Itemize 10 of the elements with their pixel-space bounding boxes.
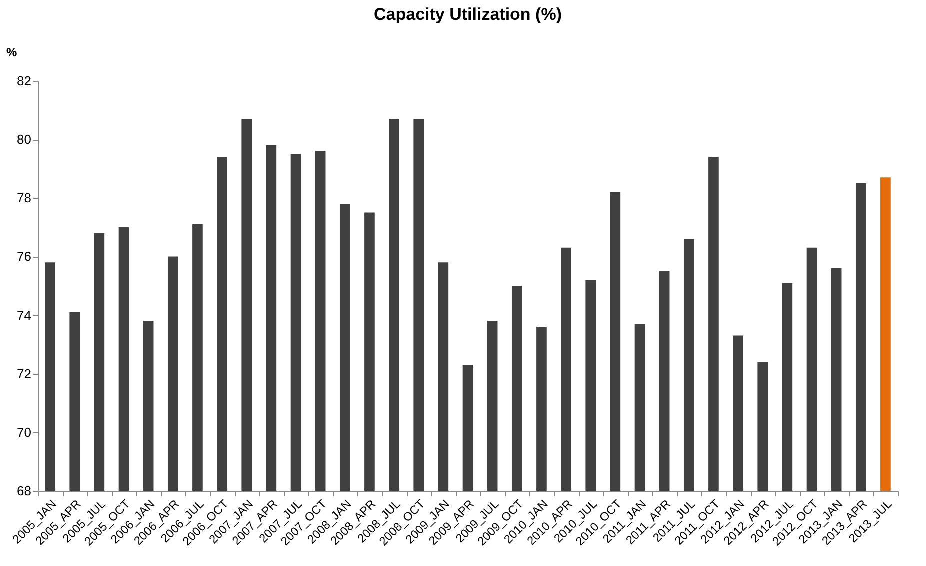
y-tick-label: 74: [17, 308, 32, 323]
y-tick-label: 72: [17, 366, 32, 382]
y-tick-label: 70: [17, 424, 32, 440]
chart-title: Capacity Utilization (%): [374, 5, 562, 24]
y-tick-label: 80: [17, 132, 32, 148]
y-tick-label: 82: [17, 74, 32, 88]
y-tick-label: 76: [17, 249, 32, 264]
y-tick-label: 68: [17, 484, 32, 498]
y-tick-label: 78: [17, 190, 32, 206]
y-axis-title: %: [6, 46, 18, 60]
